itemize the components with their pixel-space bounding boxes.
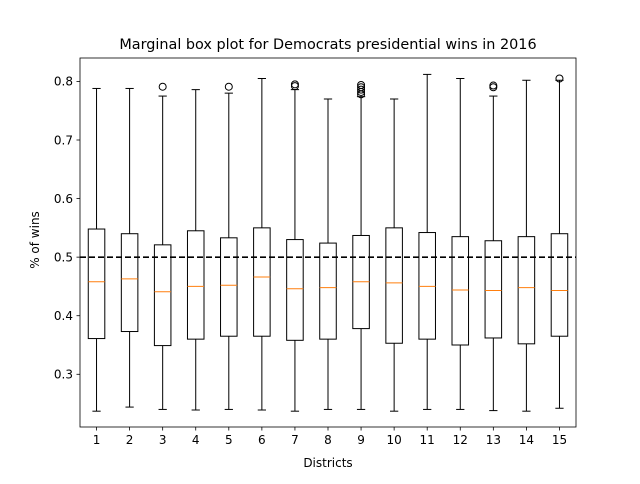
x-tick-label-3: 3 bbox=[159, 433, 167, 447]
box-10 bbox=[385, 227, 403, 344]
box-8 bbox=[319, 242, 337, 340]
x-tick-label-1: 1 bbox=[93, 433, 101, 447]
x-tick-label-12: 12 bbox=[453, 433, 468, 447]
chart-title: Marginal box plot for Democrats presiden… bbox=[119, 37, 536, 53]
y-tick-label-0.4: 0.4 bbox=[54, 309, 73, 323]
box-15 bbox=[550, 233, 569, 337]
box-3 bbox=[153, 244, 172, 347]
x-tick-label-14: 14 bbox=[519, 433, 534, 447]
box-11 bbox=[418, 232, 436, 340]
x-tick-label-2: 2 bbox=[126, 433, 134, 447]
x-tick-label-9: 9 bbox=[357, 433, 365, 447]
outlier-9-4 bbox=[357, 83, 366, 92]
x-tick-label-5: 5 bbox=[225, 433, 233, 447]
y-axis-label: % of wins bbox=[28, 211, 42, 269]
y-tick-label-0.5: 0.5 bbox=[54, 250, 73, 264]
y-tick-label-0.6: 0.6 bbox=[54, 192, 73, 206]
x-tick-label-7: 7 bbox=[291, 433, 299, 447]
x-tick-label-8: 8 bbox=[324, 433, 332, 447]
x-axis-label: Districts bbox=[303, 456, 352, 470]
plot-area: 1 2 3 4 5 6 7 8 9 10 11 12 13 14 150.30.40.50.60.70.8 bbox=[54, 57, 577, 447]
outlier-5-1 bbox=[224, 82, 233, 91]
outlier-9-5 bbox=[357, 80, 366, 89]
outlier-15-1 bbox=[555, 74, 564, 83]
box-6 bbox=[253, 227, 271, 337]
box-7 bbox=[286, 239, 304, 341]
box-1 bbox=[87, 228, 106, 340]
x-tick-label-10: 10 bbox=[386, 433, 401, 447]
outlier-9-3 bbox=[357, 85, 366, 94]
y-tick-label-0.7: 0.7 bbox=[54, 133, 73, 147]
x-tick-label-15: 15 bbox=[552, 433, 567, 447]
box-13 bbox=[484, 240, 503, 339]
box-2 bbox=[120, 233, 139, 333]
x-tick-label-6: 6 bbox=[258, 433, 266, 447]
x-tick-label-4: 4 bbox=[192, 433, 200, 447]
x-tick-label-13: 13 bbox=[486, 433, 501, 447]
box-12 bbox=[451, 236, 470, 346]
box-14 bbox=[517, 236, 536, 345]
outlier-13-2 bbox=[489, 81, 498, 90]
y-tick-label-0.3: 0.3 bbox=[54, 368, 73, 382]
box-4 bbox=[186, 230, 205, 340]
x-tick-label-11: 11 bbox=[420, 433, 435, 447]
box-5 bbox=[220, 237, 238, 337]
outlier-7-2 bbox=[290, 80, 299, 89]
y-tick-label-0.8: 0.8 bbox=[54, 75, 73, 89]
outlier-3-1 bbox=[158, 82, 167, 91]
